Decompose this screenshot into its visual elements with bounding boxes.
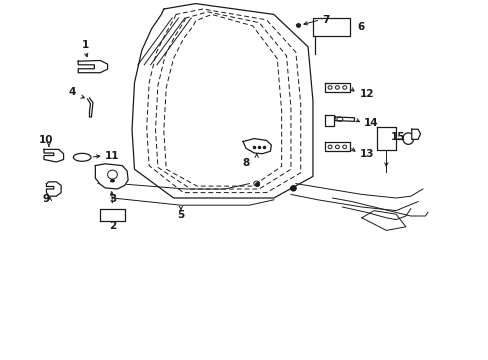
Text: 6: 6 (356, 22, 364, 32)
Text: 15: 15 (390, 132, 405, 142)
Polygon shape (411, 129, 420, 139)
Polygon shape (44, 149, 63, 162)
Text: 14: 14 (364, 118, 378, 129)
Text: 12: 12 (359, 89, 373, 99)
Text: 3: 3 (109, 194, 116, 204)
Polygon shape (78, 60, 107, 73)
Polygon shape (325, 83, 349, 92)
Ellipse shape (110, 179, 115, 183)
Text: 9: 9 (43, 194, 50, 204)
Text: 8: 8 (242, 158, 249, 168)
Text: 2: 2 (109, 221, 116, 231)
Polygon shape (325, 115, 333, 126)
Polygon shape (334, 117, 354, 121)
Text: 1: 1 (82, 40, 89, 50)
Text: 5: 5 (177, 210, 184, 220)
Polygon shape (325, 142, 349, 151)
Polygon shape (46, 182, 61, 196)
Polygon shape (243, 139, 271, 154)
Polygon shape (95, 164, 128, 189)
Text: 13: 13 (359, 149, 373, 159)
Text: 4: 4 (68, 87, 76, 98)
Text: 11: 11 (105, 150, 120, 161)
Text: 10: 10 (39, 135, 54, 145)
Bar (312, 18, 349, 36)
Text: 7: 7 (322, 15, 329, 25)
